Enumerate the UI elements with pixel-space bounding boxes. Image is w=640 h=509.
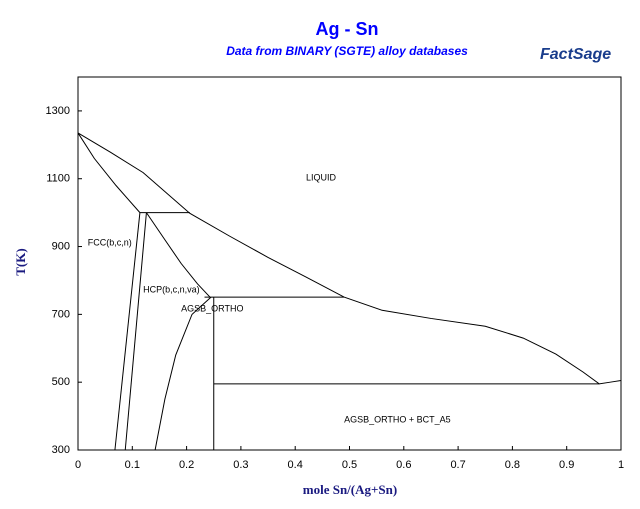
region-label: LIQUID [306, 172, 337, 182]
x-axis-label: mole Sn/(Ag+Sn) [303, 482, 397, 497]
x-tick-label: 0.3 [233, 459, 248, 471]
region-label: FCC(b,c,n) [88, 238, 132, 248]
x-tick-label: 0.8 [505, 459, 520, 471]
logo: FactSage [540, 46, 611, 63]
plot-frame [77, 76, 622, 451]
x-tick-label: 1 [618, 459, 624, 471]
phase-boundary [77, 132, 141, 213]
x-tick-label: 0.4 [288, 459, 303, 471]
region-label: HCP(b,c,n,va) [143, 284, 200, 294]
x-tick-label: 0.6 [396, 459, 411, 471]
y-tick-label: 1100 [46, 173, 70, 185]
x-tick-label: 0.7 [450, 459, 465, 471]
phase-boundary [114, 212, 141, 451]
chart-subtitle: Data from BINARY (SGTE) alloy databases [226, 44, 468, 58]
y-tick-label: 1300 [46, 105, 70, 117]
y-tick-label: 700 [52, 308, 70, 320]
chart-title: Ag - Sn [316, 19, 379, 39]
phase-boundary [77, 132, 622, 385]
x-tick-label: 0.5 [342, 459, 357, 471]
y-tick-label: 900 [52, 240, 70, 252]
x-tick-label: 0.9 [559, 459, 574, 471]
y-axis-label: T(K) [13, 248, 28, 275]
x-tick-label: 0 [75, 459, 81, 471]
phase-boundary [124, 212, 147, 451]
x-tick-label: 0.2 [179, 459, 194, 471]
region-label: AGSB_ORTHO [181, 303, 243, 313]
phase-boundary [154, 296, 212, 451]
y-tick-label: 300 [52, 444, 70, 456]
x-tick-label: 0.1 [125, 459, 140, 471]
region-label: AGSB_ORTHO + BCT_A5 [344, 415, 451, 425]
phase-boundary [146, 212, 211, 298]
y-tick-label: 500 [52, 376, 70, 388]
